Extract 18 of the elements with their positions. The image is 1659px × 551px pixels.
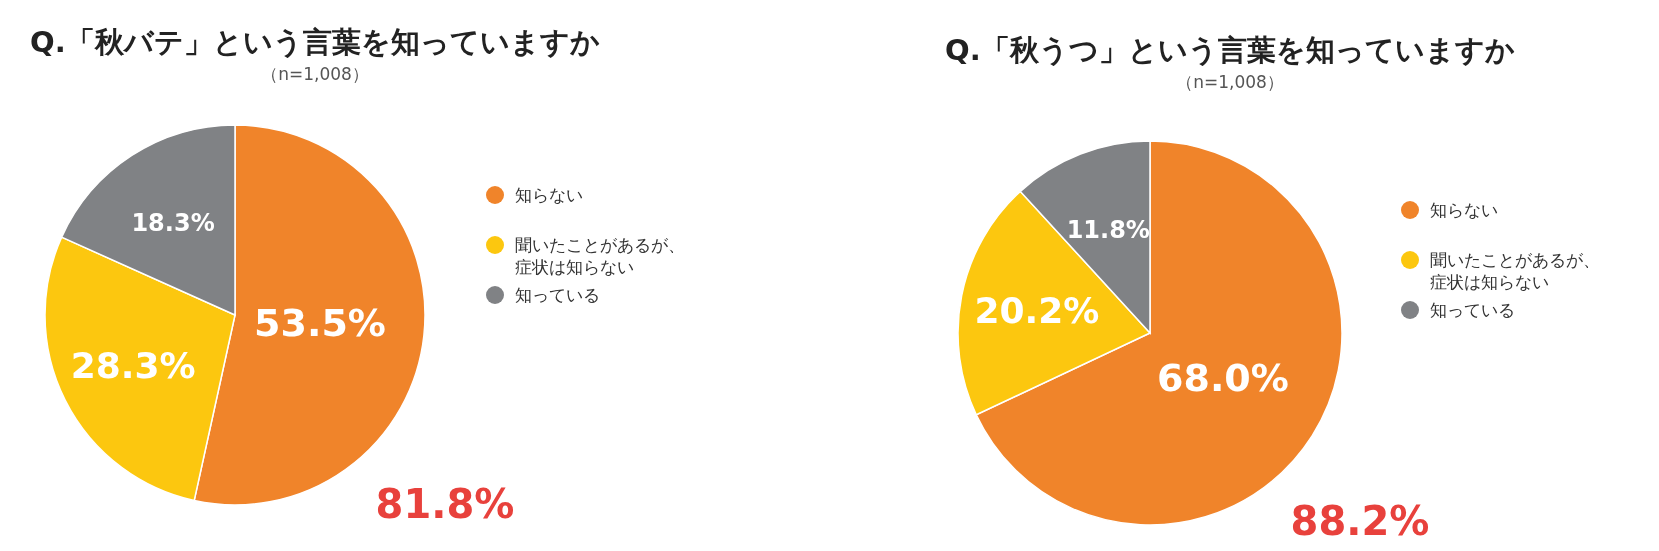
data-label: 53.5% bbox=[254, 301, 386, 346]
legend-label: 聞いたことがあるが、症状は知らない bbox=[1430, 250, 1600, 292]
text: 81.8% bbox=[375, 481, 515, 527]
legend-label: 知っている bbox=[515, 285, 600, 305]
chart-subtitle: （n=1,008） bbox=[1176, 72, 1284, 92]
data-label: 18.3% bbox=[131, 209, 215, 238]
chart-title: Q.「秋うつ」という言葉を知っていますか bbox=[945, 33, 1515, 67]
data-label: 68.0% bbox=[1157, 356, 1289, 401]
legend-label: 知らない bbox=[1430, 200, 1498, 220]
chart-title: Q.「秋バテ」という言葉を知っていますか bbox=[30, 25, 600, 59]
data-label: 20.2% bbox=[974, 289, 1100, 331]
legend-label: 知っている bbox=[1430, 300, 1515, 320]
data-label: 11.8% bbox=[1066, 215, 1150, 244]
legend-label: 知らない bbox=[515, 185, 583, 205]
data-label: 28.3% bbox=[70, 345, 196, 387]
legend-label: 聞いたことがあるが、症状は知らない bbox=[515, 235, 685, 277]
text: 88.2% bbox=[1290, 498, 1430, 544]
chart-subtitle: （n=1,008） bbox=[261, 64, 369, 84]
